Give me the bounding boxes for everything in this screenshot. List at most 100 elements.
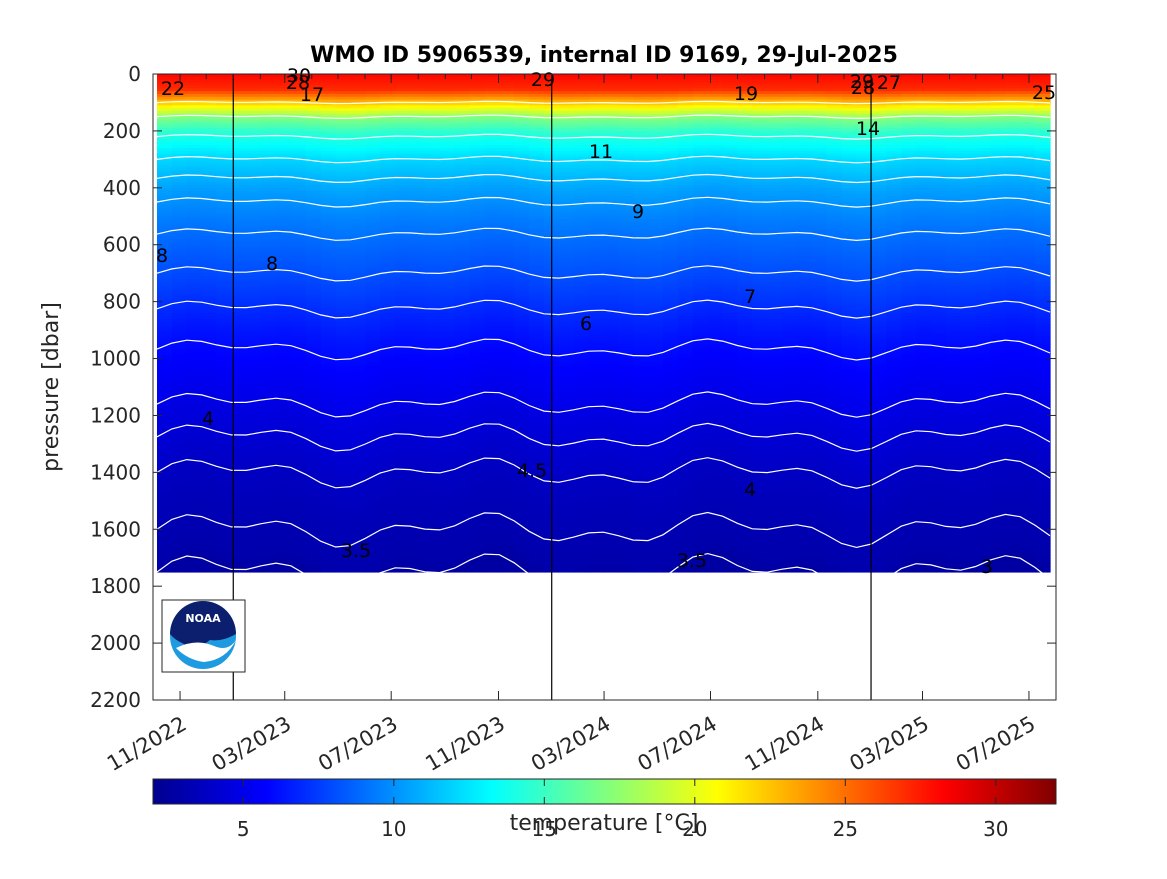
field-cell	[484, 404, 500, 408]
field-cell	[350, 441, 366, 445]
field-cell	[499, 85, 515, 89]
field-cell	[335, 460, 352, 465]
field-cell	[290, 122, 307, 126]
field-cell	[484, 236, 500, 240]
field-cell	[320, 241, 337, 246]
field-cell	[514, 423, 530, 428]
field-cell	[305, 463, 322, 468]
field-cell	[246, 443, 262, 448]
field-cell	[276, 449, 292, 454]
field-cell	[305, 395, 322, 399]
field-cell	[410, 392, 426, 397]
field-cell	[484, 569, 500, 573]
field-cell	[335, 497, 352, 502]
field-cell	[246, 489, 262, 493]
field-cell	[186, 532, 203, 536]
field-cell	[261, 318, 277, 323]
field-cell	[231, 290, 247, 294]
field-cell	[290, 546, 307, 550]
field-cell	[439, 369, 456, 374]
field-cell	[424, 278, 441, 283]
field-cell	[410, 344, 426, 348]
field-cell	[216, 130, 233, 135]
field-cell	[424, 492, 441, 496]
field-cell	[499, 543, 515, 547]
field-cell	[261, 176, 277, 180]
field-cell	[350, 438, 366, 442]
field-cell	[157, 452, 173, 456]
field-cell	[410, 520, 426, 525]
field-cell	[305, 304, 322, 308]
field-cell	[469, 515, 486, 519]
field-cell	[216, 415, 233, 419]
field-cell	[186, 478, 203, 482]
field-cell	[216, 327, 233, 331]
field-cell	[395, 341, 411, 345]
field-cell	[216, 458, 233, 462]
field-cell	[157, 293, 173, 297]
field-cell	[395, 543, 411, 547]
field-cell	[186, 435, 203, 439]
field-cell	[171, 250, 188, 254]
field-cell	[484, 133, 500, 138]
field-cell	[171, 233, 188, 237]
field-cell	[305, 421, 322, 425]
field-cell	[335, 355, 352, 360]
field-cell	[335, 512, 352, 516]
field-cell	[350, 563, 366, 567]
field-cell	[439, 256, 456, 260]
field-cell	[216, 352, 233, 357]
field-cell	[499, 495, 515, 499]
field-cell	[186, 543, 203, 547]
field-cell	[201, 381, 218, 385]
field-cell	[231, 74, 247, 78]
field-cell	[276, 162, 292, 166]
field-cell	[410, 455, 426, 459]
field-cell	[529, 179, 545, 183]
field-cell	[484, 532, 500, 536]
field-cell	[201, 233, 218, 237]
field-cell	[380, 478, 396, 482]
field-cell	[320, 74, 337, 78]
field-cell	[365, 384, 381, 388]
field-cell	[305, 207, 322, 212]
field-cell	[395, 560, 411, 565]
field-cell	[201, 258, 218, 263]
field-cell	[469, 244, 486, 249]
field-cell	[439, 105, 456, 109]
field-cell	[246, 204, 262, 209]
field-cell	[320, 540, 337, 545]
field-cell	[276, 523, 292, 528]
field-cell	[395, 344, 411, 348]
field-cell	[305, 492, 322, 496]
field-cell	[424, 395, 441, 399]
field-cell	[216, 204, 233, 209]
field-cell	[424, 418, 441, 422]
field-cell	[290, 355, 307, 360]
field-cell	[276, 93, 292, 98]
field-cell	[171, 404, 188, 408]
field-cell	[261, 401, 277, 405]
field-cell	[231, 432, 247, 436]
field-cell	[484, 509, 500, 513]
field-cell	[424, 369, 441, 374]
field-cell	[246, 478, 262, 482]
field-cell	[186, 190, 203, 195]
field-cell	[514, 165, 530, 169]
field-cell	[454, 256, 471, 260]
field-cell	[305, 105, 322, 109]
field-cell	[454, 540, 471, 545]
field-cell	[290, 167, 307, 172]
field-cell	[335, 517, 352, 522]
field-cell	[186, 273, 203, 277]
field-cell	[320, 332, 337, 337]
field-cell	[231, 452, 247, 456]
field-cell	[171, 139, 188, 143]
field-cell	[186, 187, 203, 192]
field-cell	[216, 128, 233, 132]
field-cell	[380, 392, 396, 397]
field-cell	[276, 409, 292, 414]
field-cell	[424, 515, 441, 519]
field-cell	[424, 128, 441, 132]
field-cell	[395, 321, 411, 325]
